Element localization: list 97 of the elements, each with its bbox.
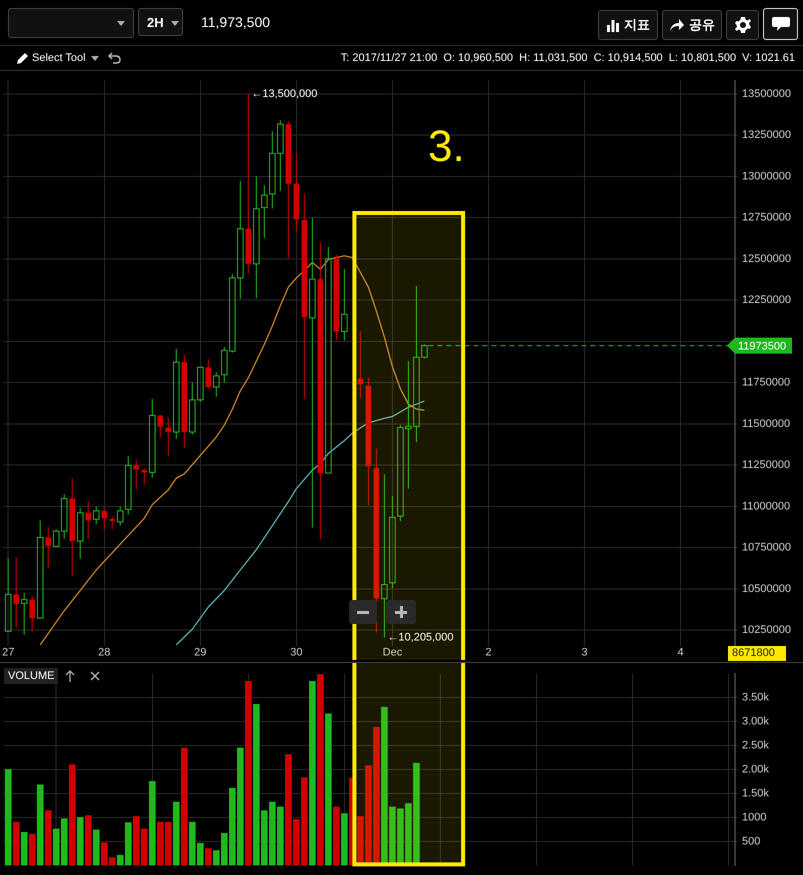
candlestick — [85, 500, 92, 540]
bar — [180, 748, 188, 866]
candlestick — [20, 592, 28, 636]
x-tick-label: 28 — [98, 646, 110, 659]
bar — [20, 832, 28, 866]
candlestick — [109, 516, 116, 530]
bar — [84, 815, 92, 866]
y-tick-label: 1.50k — [742, 788, 770, 800]
y-tick-label: 3.00k — [742, 716, 770, 728]
y-tick-label: 13500000 — [742, 88, 791, 100]
y-tick-label: 2.00k — [742, 764, 770, 776]
y-tick-label: 12250000 — [742, 294, 791, 306]
candlestick — [309, 218, 316, 528]
bar — [76, 817, 84, 866]
text: Select Tool — [32, 52, 86, 64]
candlestick — [36, 520, 44, 619]
bar — [12, 822, 20, 866]
bar — [92, 830, 100, 866]
bar — [333, 806, 340, 866]
annotation: ←13,500,000 — [251, 88, 318, 100]
candlestick — [341, 268, 348, 342]
y-tick-label: 11500000 — [742, 418, 790, 430]
x-tick-label: Dec — [382, 646, 403, 659]
y-tick-label: 11250000 — [742, 459, 790, 472]
x-tick-label: 3 — [581, 646, 588, 659]
annotation: 3. — [428, 122, 465, 172]
annotation: ←10,205,000 — [387, 631, 454, 644]
chart-title: VOLUME — [4, 668, 58, 684]
bar — [44, 810, 52, 866]
candlestick — [389, 495, 396, 589]
candlestick — [334, 254, 340, 342]
bar — [68, 764, 76, 866]
text: 8671800 — [728, 646, 786, 661]
candlestick — [69, 478, 76, 576]
bar — [36, 784, 44, 866]
y-tick-label: 500 — [742, 835, 760, 848]
text: T: 2017/11/27 21:00 O: 10,960,500 H: 11,031,500 C: 10,914,500 L: 10,801,500 V: 1021.61 — [340, 52, 795, 64]
y-tick-label: 11000000 — [742, 500, 790, 512]
bar — [204, 848, 212, 866]
candlestick — [213, 372, 220, 398]
y-tick-label: 10750000 — [742, 542, 791, 554]
y-tick-label: 3.50k — [742, 692, 770, 704]
candlestick — [29, 595, 36, 632]
candlestick — [92, 506, 100, 525]
y-tick-label: 1000 — [742, 811, 766, 824]
text: 2H — [147, 14, 164, 30]
candlestick — [261, 185, 268, 238]
candlestick — [246, 93, 252, 274]
candlestick — [45, 526, 52, 569]
bar — [245, 680, 252, 866]
y-tick-label: 13250000 — [742, 129, 791, 142]
x-tick-label: 27 — [2, 646, 14, 659]
candlestick — [286, 120, 292, 259]
candlestick — [325, 246, 332, 474]
x-tick-label: 2 — [485, 646, 492, 659]
ref-line-label: 11973500 — [738, 340, 786, 353]
y-tick-label: 10500000 — [742, 582, 791, 595]
candlestick — [381, 474, 388, 638]
candlestick — [141, 468, 148, 486]
candlestick — [206, 358, 212, 390]
candlestick — [253, 176, 260, 299]
y-tick-label: 13000000 — [742, 170, 791, 182]
text: 지표 — [624, 16, 650, 34]
bar — [4, 769, 12, 866]
candlestick — [101, 506, 108, 530]
candlestick — [157, 414, 164, 438]
y-tick-label: 10250000 — [742, 624, 791, 636]
candlestick — [172, 348, 180, 440]
candlestick — [358, 330, 364, 399]
candlestick — [133, 460, 140, 490]
candlestick — [318, 242, 324, 540]
candlestick — [302, 193, 308, 400]
bar — [341, 813, 348, 866]
candlestick — [13, 556, 20, 628]
bar — [148, 781, 156, 866]
bar — [325, 714, 332, 866]
candlestick — [76, 508, 84, 560]
text: 11,973,500 — [201, 14, 270, 30]
candlestick — [165, 417, 172, 457]
candlestick — [182, 354, 188, 449]
bar — [317, 674, 324, 866]
x-tick-label: 4 — [678, 646, 684, 659]
candlestick — [294, 152, 300, 232]
y-tick-label: 2.50k — [742, 740, 770, 752]
x-tick-label: 30 — [290, 646, 302, 659]
y-tick-label: 11750000 — [742, 376, 790, 389]
text: 공유 — [689, 16, 715, 34]
candlestick — [148, 398, 156, 478]
x-tick-label: 29 — [194, 646, 206, 659]
candlestick — [4, 558, 12, 633]
y-tick-label: 12500000 — [742, 252, 791, 265]
bar — [172, 802, 180, 866]
y-tick-label: 12750000 — [742, 212, 791, 224]
candlestick — [366, 377, 372, 506]
candlestick — [124, 456, 132, 516]
bar — [309, 680, 316, 866]
bar — [28, 834, 36, 866]
